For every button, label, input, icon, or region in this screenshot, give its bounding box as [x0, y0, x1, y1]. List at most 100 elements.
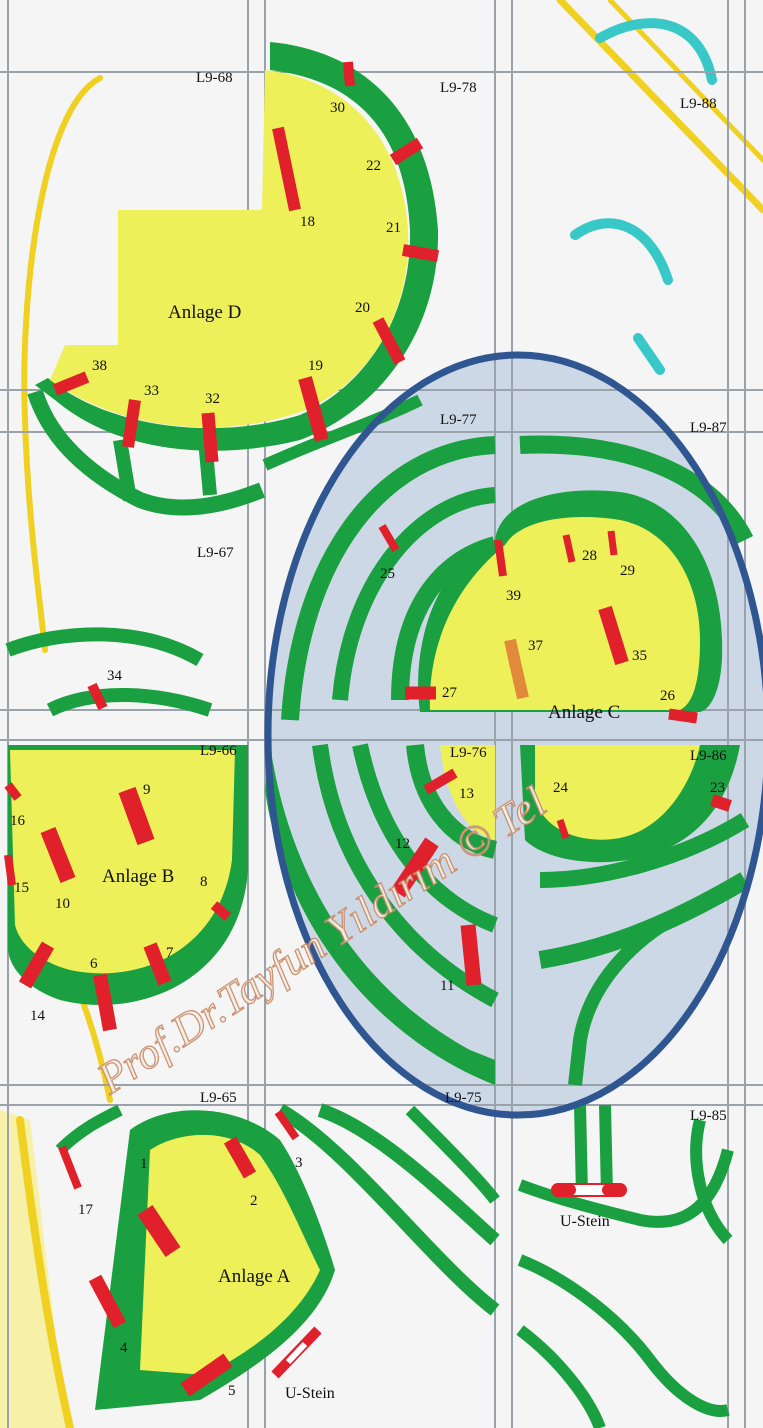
trench-label: 9 [143, 782, 151, 798]
trench-label: 23 [710, 780, 725, 796]
ustein-label: U-Stein [285, 1385, 335, 1402]
trench-label: 3 [295, 1155, 303, 1171]
trench-24 [556, 818, 570, 840]
trench-label: 24 [553, 780, 569, 796]
trench-label: 35 [632, 648, 647, 664]
rivers [570, 18, 717, 375]
trench-label: 29 [620, 563, 635, 579]
trench-37 [504, 638, 529, 700]
trench-6 [93, 973, 117, 1032]
trench-label: 26 [660, 688, 676, 704]
trench-9 [118, 786, 155, 846]
grid-label: L9-75 [445, 1090, 482, 1106]
trench-label: 7 [166, 945, 174, 961]
enclosure-b [8, 745, 248, 1005]
enclosure-c-south [265, 743, 750, 1086]
trench-layer [4, 61, 732, 1397]
bank-south-4 [406, 744, 498, 859]
trench-label: 1 [140, 1156, 148, 1172]
bank-south-2 [312, 743, 499, 1008]
trench-label: 30 [330, 100, 345, 116]
grid-label: L9-77 [440, 412, 477, 428]
grid-label: L9-76 [450, 745, 487, 761]
trench-label: 27 [442, 685, 458, 701]
trench-label: 8 [200, 874, 208, 890]
trench-14 [18, 941, 55, 989]
enclosure-d [27, 42, 439, 516]
trench-label: 4 [120, 1340, 128, 1356]
grid-label: L9-78 [440, 80, 477, 96]
trench-5 [180, 1353, 233, 1397]
enclosure-c [281, 435, 754, 721]
trench-3 [274, 1109, 300, 1141]
plateau-south-west [440, 745, 495, 840]
trench-label: 15 [14, 880, 29, 896]
grid-label: L9-65 [200, 1090, 237, 1106]
trench-28 [562, 534, 576, 563]
trench-labels: 30 22 18 21 20 19 38 33 32 25 39 28 29 3… [10, 100, 725, 1399]
trench-label: 38 [92, 358, 107, 374]
trench-7 [143, 942, 172, 986]
trench-18 [272, 126, 301, 212]
trench-34 [87, 682, 108, 711]
trench-label: 13 [459, 786, 474, 802]
trench-13 [423, 768, 458, 795]
trench-label: 2 [250, 1193, 258, 1209]
plateau-d [50, 70, 409, 428]
trench-label: 18 [300, 214, 315, 230]
grid-label: L9-87 [690, 420, 727, 436]
plateau-south-east [535, 745, 700, 840]
bank-a-east-2 [317, 1103, 500, 1246]
trench-label: 21 [386, 220, 401, 236]
trench-2 [223, 1136, 257, 1179]
trench-label: 33 [144, 383, 159, 399]
trench-label: 37 [528, 638, 544, 654]
trench-label: 6 [90, 956, 98, 972]
trench-35 [598, 605, 629, 666]
focus-ring [264, 351, 763, 1119]
trench-label: 20 [355, 300, 370, 316]
bank-l967-2 [46, 688, 213, 717]
trench-label: 11 [440, 978, 454, 994]
trench-label: 10 [55, 896, 70, 912]
bank-south-east-3 [538, 872, 750, 969]
trench-32 [201, 412, 219, 463]
trench-15 [4, 854, 16, 886]
trench-10 [40, 827, 76, 883]
plateau-b [10, 750, 235, 974]
enclosure-a [55, 1103, 500, 1410]
trench-26 [668, 708, 698, 724]
trench-38 [52, 371, 90, 396]
trench-label: 14 [30, 1008, 46, 1024]
bank-c-ring-2 [332, 487, 496, 701]
trench-21 [401, 244, 440, 262]
trench-label: 5 [228, 1383, 236, 1399]
trench-4 [88, 1274, 127, 1329]
plateau-a [140, 1134, 320, 1375]
trench-label: 22 [366, 158, 381, 174]
trench-33 [122, 399, 141, 448]
bank-c-ring-1 [281, 436, 496, 721]
bank-d-east [262, 394, 423, 471]
trench-30 [343, 61, 355, 87]
enclosure-label-d: Anlage D [168, 302, 241, 323]
grid-label: L9-86 [690, 748, 727, 764]
trench-29 [607, 530, 618, 556]
river-1 [595, 18, 717, 85]
bank-c-ring-1-east [519, 435, 754, 545]
enclosure-label-a: Anlage A [218, 1266, 291, 1287]
enclosure-label-c: Anlage C [548, 702, 620, 723]
trench-label: 16 [10, 813, 26, 829]
plateau-c [429, 517, 700, 710]
bank-south-east-4 [568, 898, 703, 1086]
grid-label: L9-66 [200, 743, 237, 759]
bank-d-outer [35, 42, 439, 451]
trench-label: 25 [380, 566, 395, 582]
road-southwest [16, 1116, 74, 1428]
trench-8 [210, 901, 232, 921]
bank-d-south [27, 389, 266, 516]
trench-label: 32 [205, 391, 220, 407]
grid-label: L9-67 [197, 545, 234, 561]
